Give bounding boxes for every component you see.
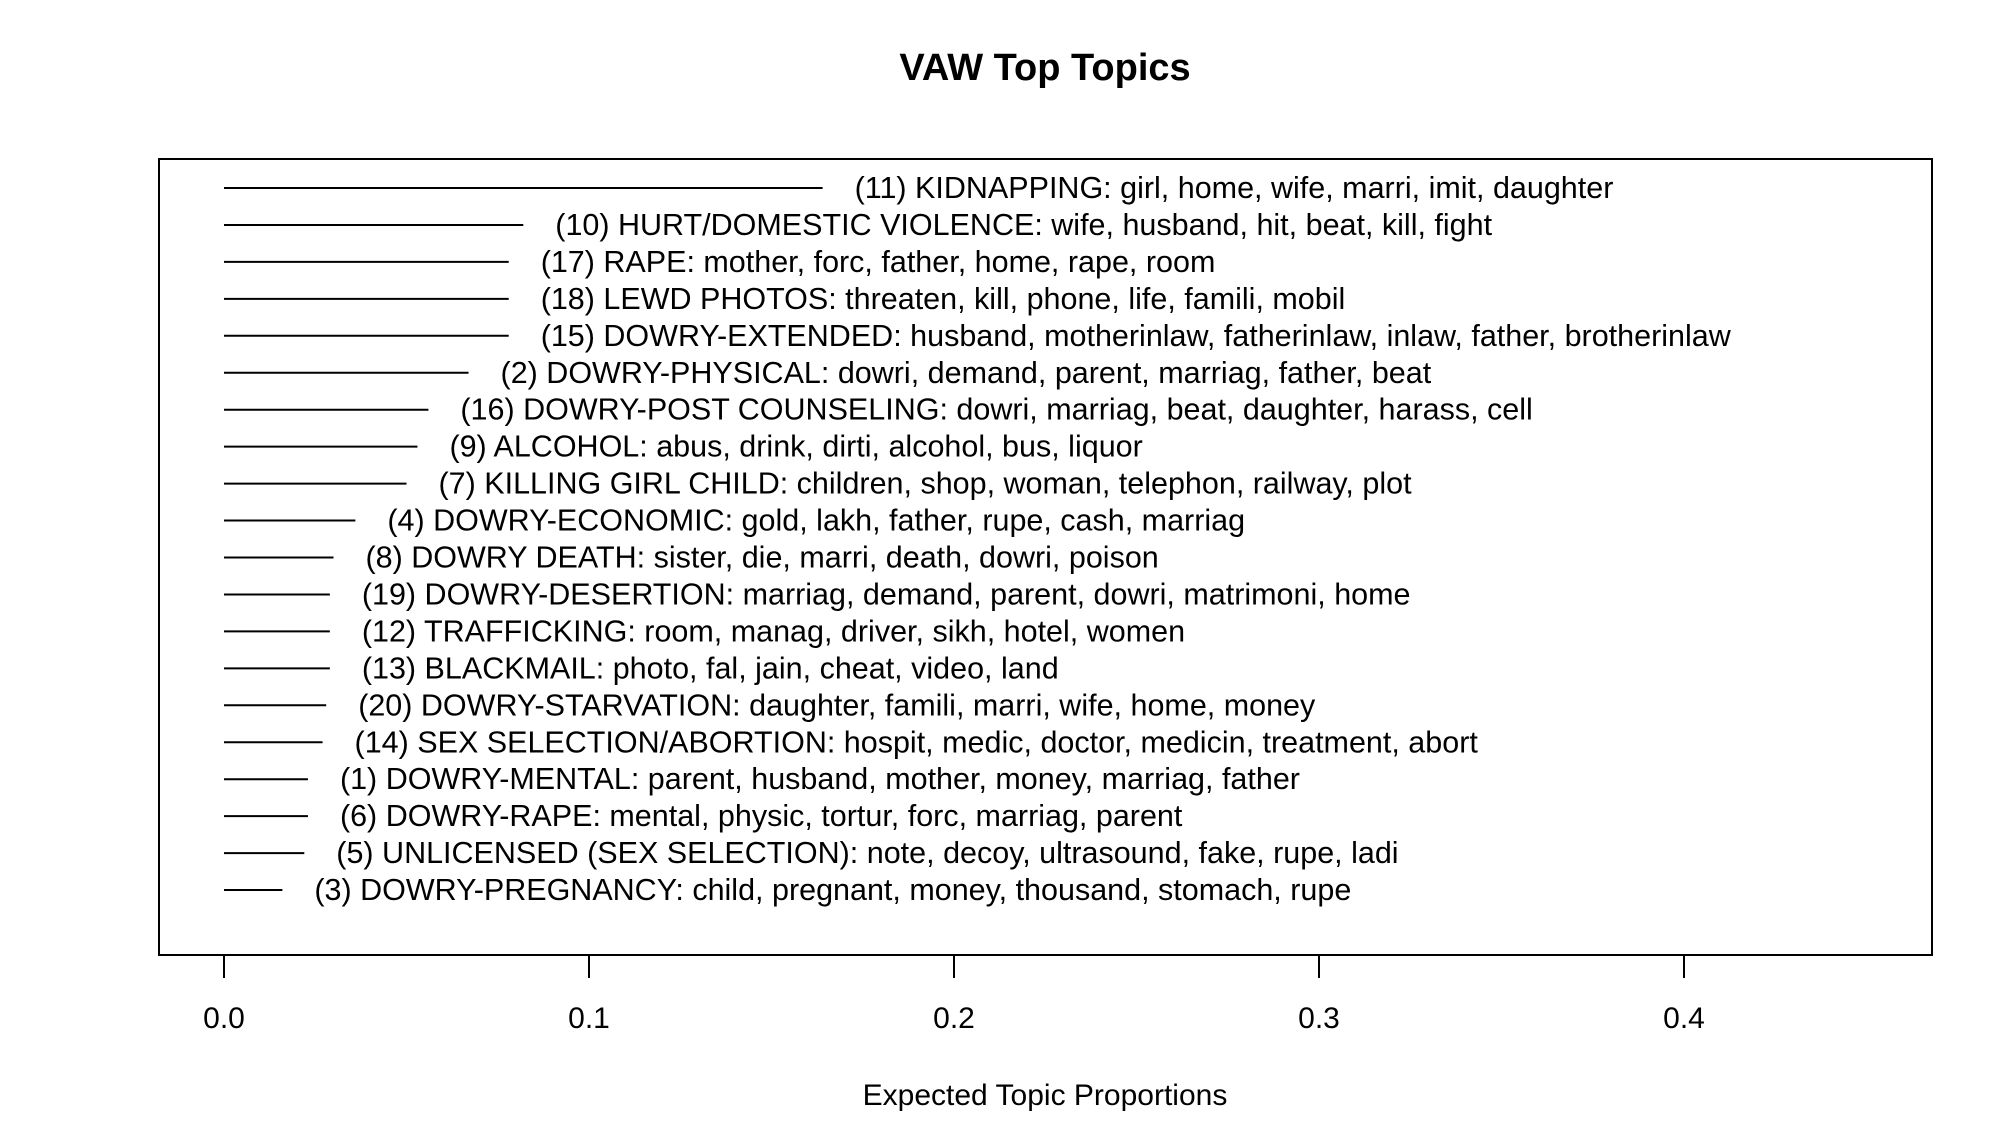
topic-label: (19) DOWRY-DESERTION: marriag, demand, p…	[362, 577, 1411, 611]
topic-label: (5) UNLICENSED (SEX SELECTION): note, de…	[336, 836, 1398, 870]
topic-label: (7) KILLING GIRL CHILD: children, shop, …	[439, 467, 1413, 501]
topic-label: (14) SEX SELECTION/ABORTION: hospit, med…	[355, 725, 1479, 759]
x-tick-label: 0.4	[1663, 1002, 1705, 1035]
topic-label: (13) BLACKMAIL: photo, fal, jain, cheat,…	[362, 651, 1059, 685]
x-axis-label: Expected Topic Proportions	[863, 1079, 1228, 1112]
topic-label: (4) DOWRY-ECONOMIC: gold, lakh, father, …	[387, 504, 1245, 538]
topic-labels: (11) KIDNAPPING: girl, home, wife, marri…	[314, 171, 1731, 907]
topic-label: (2) DOWRY-PHYSICAL: dowri, demand, paren…	[501, 356, 1432, 390]
topic-label: (15) DOWRY-EXTENDED: husband, motherinla…	[541, 319, 1732, 353]
x-tick-label: 0.2	[933, 1002, 975, 1035]
topic-label: (17) RAPE: mother, forc, father, home, r…	[541, 245, 1216, 279]
topic-label: (3) DOWRY-PREGNANCY: child, pregnant, mo…	[314, 873, 1351, 907]
topic-label: (8) DOWRY DEATH: sister, die, marri, dea…	[366, 541, 1159, 575]
topic-label: (11) KIDNAPPING: girl, home, wife, marri…	[855, 171, 1614, 205]
topic-label: (6) DOWRY-RAPE: mental, physic, tortur, …	[340, 799, 1183, 833]
topic-label: (16) DOWRY-POST COUNSELING: dowri, marri…	[460, 393, 1532, 427]
x-axis-ticks: 0.0 0.1 0.2 0.3 0.4	[203, 955, 1705, 1035]
topic-label: (20) DOWRY-STARVATION: daughter, famili,…	[358, 688, 1316, 722]
x-tick-label: 0.3	[1298, 1002, 1340, 1035]
topic-label: (9) ALCOHOL: abus, drink, dirti, alcohol…	[449, 430, 1142, 464]
x-tick-label: 0.0	[203, 1002, 245, 1035]
topic-label: (1) DOWRY-MENTAL: parent, husband, mothe…	[340, 762, 1300, 796]
x-tick-label: 0.1	[568, 1002, 610, 1035]
topic-lines	[224, 187, 823, 892]
topic-label: (18) LEWD PHOTOS: threaten, kill, phone,…	[541, 282, 1346, 316]
topic-label: (10) HURT/DOMESTIC VIOLENCE: wife, husba…	[555, 208, 1492, 242]
topic-label: (12) TRAFFICKING: room, manag, driver, s…	[362, 614, 1185, 648]
chart-title: VAW Top Topics	[899, 47, 1190, 89]
